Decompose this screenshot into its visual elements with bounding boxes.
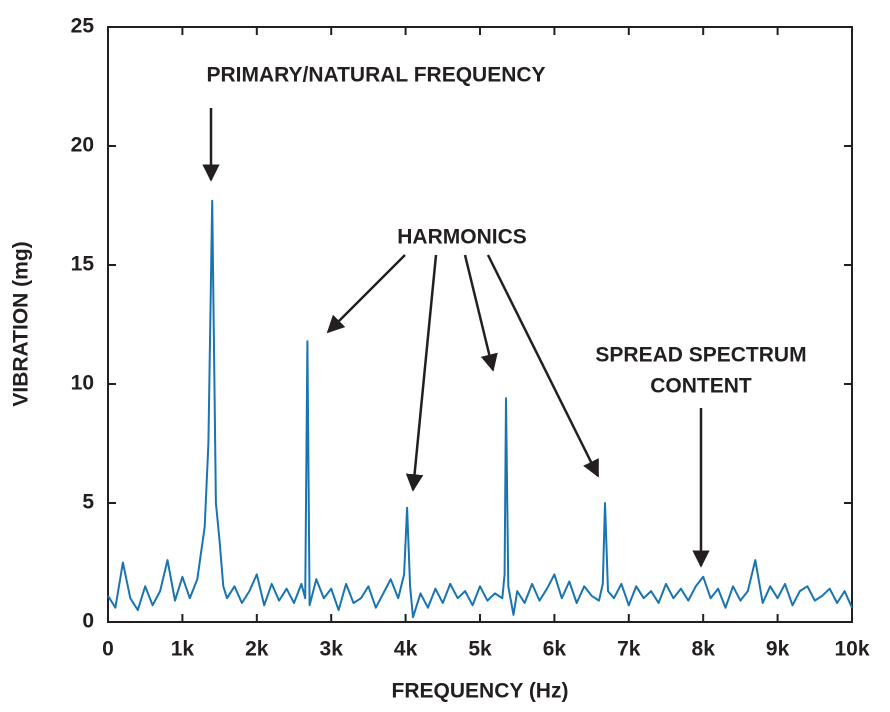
arrow bbox=[463, 254, 498, 372]
x-tick-label: 8k bbox=[692, 638, 716, 661]
y-tick-label: 25 bbox=[71, 15, 95, 38]
arrow bbox=[405, 254, 438, 492]
arrows bbox=[202, 108, 710, 568]
x-tick-label: 3k bbox=[320, 638, 344, 661]
y-tick-label: 10 bbox=[71, 372, 94, 395]
x-tick-label: 0 bbox=[102, 638, 114, 661]
x-tick-label: 2k bbox=[245, 638, 269, 661]
x-tick-label: 7k bbox=[617, 638, 641, 661]
x-tick-label: 6k bbox=[543, 638, 567, 661]
arrow bbox=[326, 254, 406, 334]
data-line bbox=[107, 199, 853, 619]
annotation: CONTENT bbox=[650, 375, 752, 398]
annotation: SPREAD SPECTRUM bbox=[595, 344, 806, 367]
annotation: HARMONICS bbox=[397, 226, 527, 249]
y-tick-label: 20 bbox=[71, 134, 94, 157]
y-axis-title: VIBRATION (mg) bbox=[10, 241, 33, 406]
x-tick-label: 4k bbox=[394, 638, 418, 661]
annotation: PRIMARY/NATURAL FREQUENCY bbox=[206, 64, 545, 87]
arrow bbox=[486, 254, 600, 478]
x-tick-label: 10k bbox=[834, 638, 869, 661]
y-tick-label: 5 bbox=[82, 491, 94, 514]
y-tick-label: 0 bbox=[82, 610, 94, 633]
x-tick-label: 1k bbox=[171, 638, 195, 661]
x-tick-label: 5k bbox=[468, 638, 492, 661]
x-tick-label: 9k bbox=[766, 638, 790, 661]
x-axis-title: FREQUENCY (Hz) bbox=[392, 680, 569, 703]
y-tick-label: 15 bbox=[71, 253, 95, 276]
